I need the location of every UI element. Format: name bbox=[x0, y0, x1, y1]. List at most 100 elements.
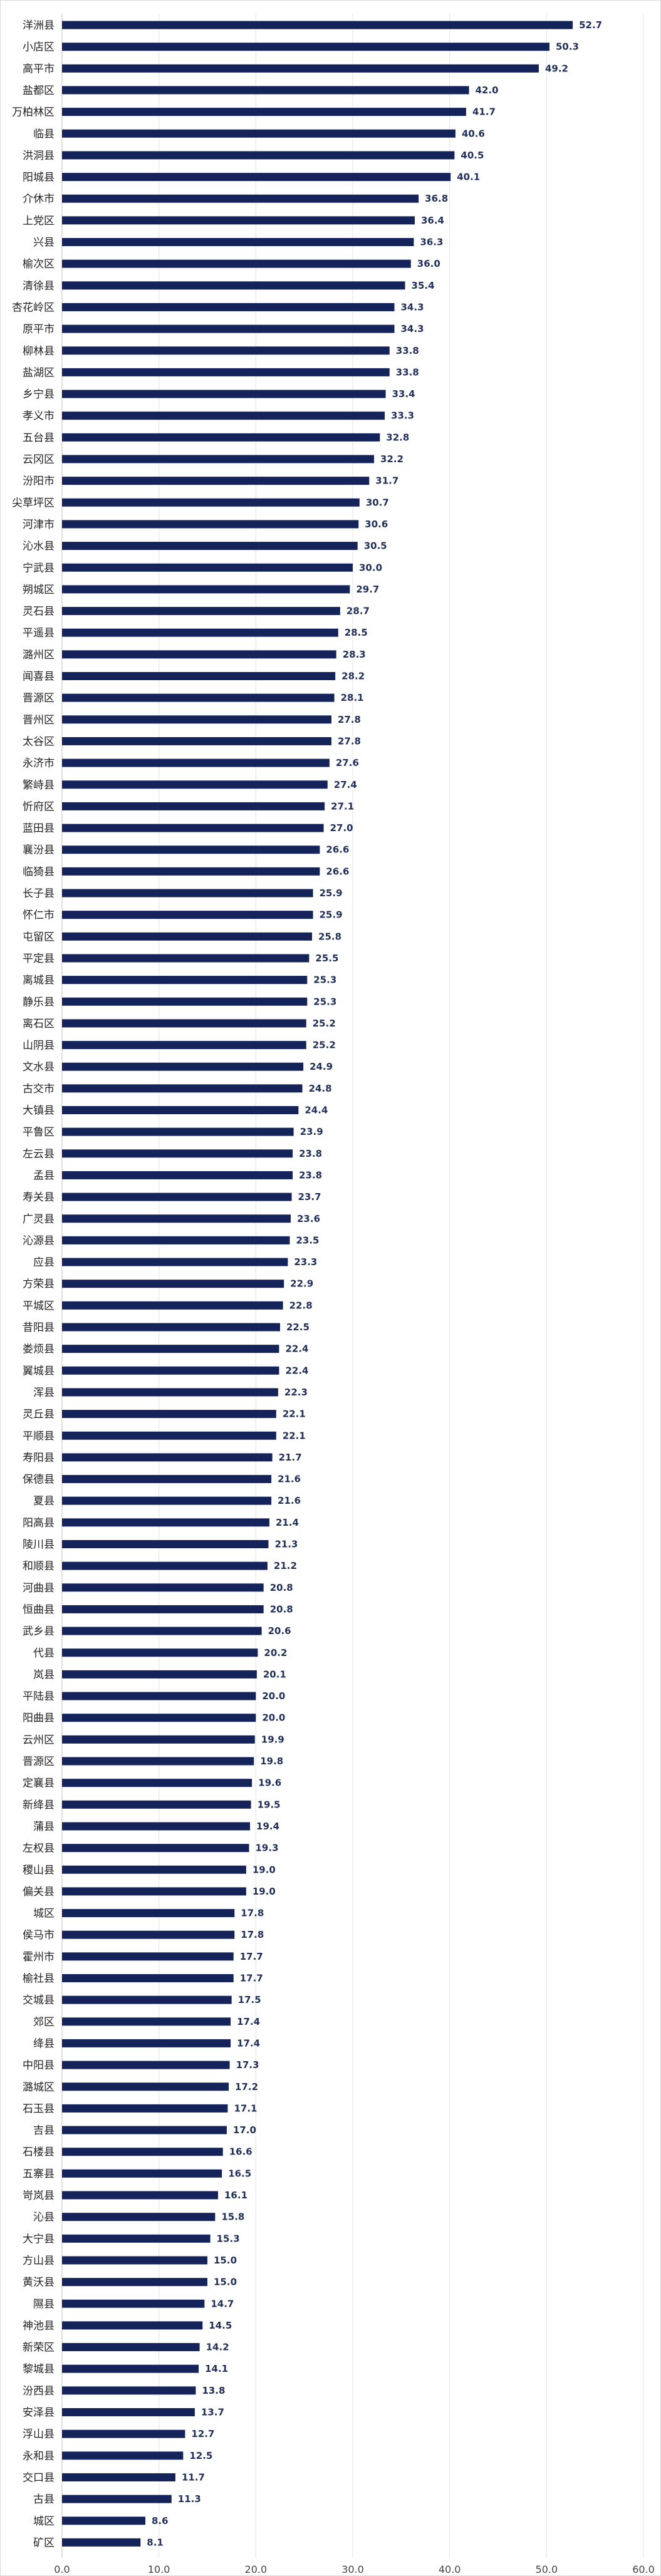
value-label: 23.7 bbox=[298, 1191, 321, 1203]
bar bbox=[62, 563, 353, 572]
bar bbox=[62, 2256, 207, 2265]
bar bbox=[62, 802, 325, 810]
value-label: 36.8 bbox=[425, 193, 448, 204]
bar bbox=[62, 2278, 207, 2287]
bar bbox=[62, 1453, 273, 1462]
bar bbox=[62, 867, 320, 876]
category-label: 广灵县 bbox=[23, 1213, 55, 1226]
bar bbox=[62, 737, 331, 745]
bar bbox=[62, 2429, 185, 2438]
value-label: 15.3 bbox=[217, 2233, 240, 2244]
bar bbox=[62, 672, 336, 680]
value-label: 25.2 bbox=[313, 1018, 336, 1029]
value-label: 29.7 bbox=[356, 584, 379, 595]
value-label: 28.3 bbox=[343, 649, 366, 660]
bar bbox=[62, 2104, 228, 2113]
value-label: 17.8 bbox=[241, 1908, 264, 1919]
bar bbox=[62, 1431, 276, 1440]
category-label: 榆社县 bbox=[23, 1973, 55, 1985]
value-label: 17.7 bbox=[240, 1951, 263, 1962]
category-label: 阳城县 bbox=[23, 172, 55, 184]
value-label: 20.6 bbox=[268, 1625, 291, 1637]
category-label: 五寨县 bbox=[23, 2168, 55, 2180]
category-label: 洪洞县 bbox=[23, 150, 55, 162]
value-label: 17.2 bbox=[235, 2081, 258, 2092]
category-label: 汾西县 bbox=[23, 2385, 55, 2398]
category-label: 洋洲县 bbox=[23, 19, 55, 32]
value-label: 19.6 bbox=[258, 1777, 281, 1789]
category-label: 文水县 bbox=[23, 1061, 55, 1073]
category-label: 云冈区 bbox=[23, 453, 55, 466]
category-label: 平陆县 bbox=[23, 1690, 55, 1703]
bar bbox=[62, 1692, 256, 1700]
value-label: 31.7 bbox=[375, 475, 398, 487]
value-label: 36.3 bbox=[420, 237, 443, 248]
category-label: 新绛县 bbox=[23, 1799, 55, 1811]
category-label: 城区 bbox=[33, 1908, 55, 1920]
category-label: 阳曲县 bbox=[23, 1712, 55, 1725]
x-tick-label: 30.0 bbox=[341, 2563, 364, 2575]
category-label: 古交市 bbox=[23, 1083, 55, 1095]
category-label: 中阳县 bbox=[23, 2059, 55, 2072]
value-label: 20.2 bbox=[264, 1647, 287, 1658]
category-label: 潞州区 bbox=[23, 649, 55, 661]
category-label: 城区 bbox=[33, 2515, 55, 2528]
value-label: 40.6 bbox=[462, 128, 485, 139]
x-tick-label: 40.0 bbox=[439, 2563, 461, 2575]
value-label: 20.0 bbox=[262, 1690, 285, 1702]
value-label: 27.6 bbox=[336, 757, 359, 768]
bar bbox=[62, 1714, 256, 1722]
category-label: 翼城县 bbox=[23, 1365, 55, 1377]
category-label: 乡宁县 bbox=[23, 388, 55, 401]
value-label: 26.6 bbox=[326, 844, 349, 856]
value-label: 17.0 bbox=[233, 2124, 256, 2136]
value-label: 17.1 bbox=[234, 2103, 257, 2114]
value-label: 21.2 bbox=[274, 1560, 297, 1571]
category-label: 上党区 bbox=[23, 215, 55, 227]
category-label: 万柏林区 bbox=[12, 106, 55, 119]
value-label: 19.5 bbox=[258, 1799, 281, 1810]
bar bbox=[62, 846, 320, 854]
bar bbox=[62, 1366, 279, 1375]
value-label: 20.8 bbox=[270, 1603, 293, 1615]
bar bbox=[62, 1735, 255, 1744]
value-label: 24.8 bbox=[309, 1083, 332, 1094]
category-label: 平鲁区 bbox=[23, 1126, 55, 1139]
value-label: 33.8 bbox=[396, 366, 419, 378]
value-label: 17.4 bbox=[237, 2016, 260, 2027]
value-label: 30.0 bbox=[359, 562, 382, 573]
category-label: 矿区 bbox=[33, 2537, 55, 2549]
value-label: 19.0 bbox=[252, 1864, 276, 1875]
category-label: 神池县 bbox=[23, 2320, 55, 2332]
category-label: 夏县 bbox=[33, 1495, 55, 1508]
value-label: 24.4 bbox=[304, 1105, 328, 1116]
value-label: 14.5 bbox=[209, 2320, 232, 2331]
bar bbox=[62, 2451, 184, 2460]
value-label: 22.9 bbox=[290, 1278, 313, 1290]
bar bbox=[62, 108, 466, 116]
value-label: 40.1 bbox=[457, 172, 480, 183]
bar bbox=[62, 1127, 294, 1136]
value-label: 33.8 bbox=[396, 345, 419, 356]
bar bbox=[62, 1475, 272, 1484]
bar bbox=[62, 1149, 293, 1158]
category-label: 榆次区 bbox=[23, 258, 55, 271]
category-label: 河津市 bbox=[23, 519, 55, 531]
bar bbox=[62, 346, 390, 355]
category-label: 兴县 bbox=[33, 237, 55, 249]
bar bbox=[62, 194, 419, 203]
value-label: 11.7 bbox=[182, 2471, 205, 2483]
category-label: 交城县 bbox=[23, 1994, 55, 2007]
value-label: 50.3 bbox=[556, 41, 579, 53]
value-label: 28.2 bbox=[341, 671, 365, 682]
value-label: 11.3 bbox=[178, 2493, 201, 2505]
category-label: 孝义市 bbox=[23, 410, 55, 423]
value-label: 27.4 bbox=[334, 779, 357, 790]
x-axis-tick-layer: 0.0 10.0 20.0 30.0 40.0 50.0 60.0 bbox=[54, 2563, 655, 2575]
bar bbox=[62, 411, 385, 420]
value-label: 21.3 bbox=[274, 1539, 298, 1550]
category-label: 郊区 bbox=[33, 2016, 55, 2029]
category-label: 平顺县 bbox=[23, 1430, 55, 1442]
category-label: 屯留区 bbox=[23, 931, 55, 943]
bar bbox=[62, 1106, 299, 1114]
